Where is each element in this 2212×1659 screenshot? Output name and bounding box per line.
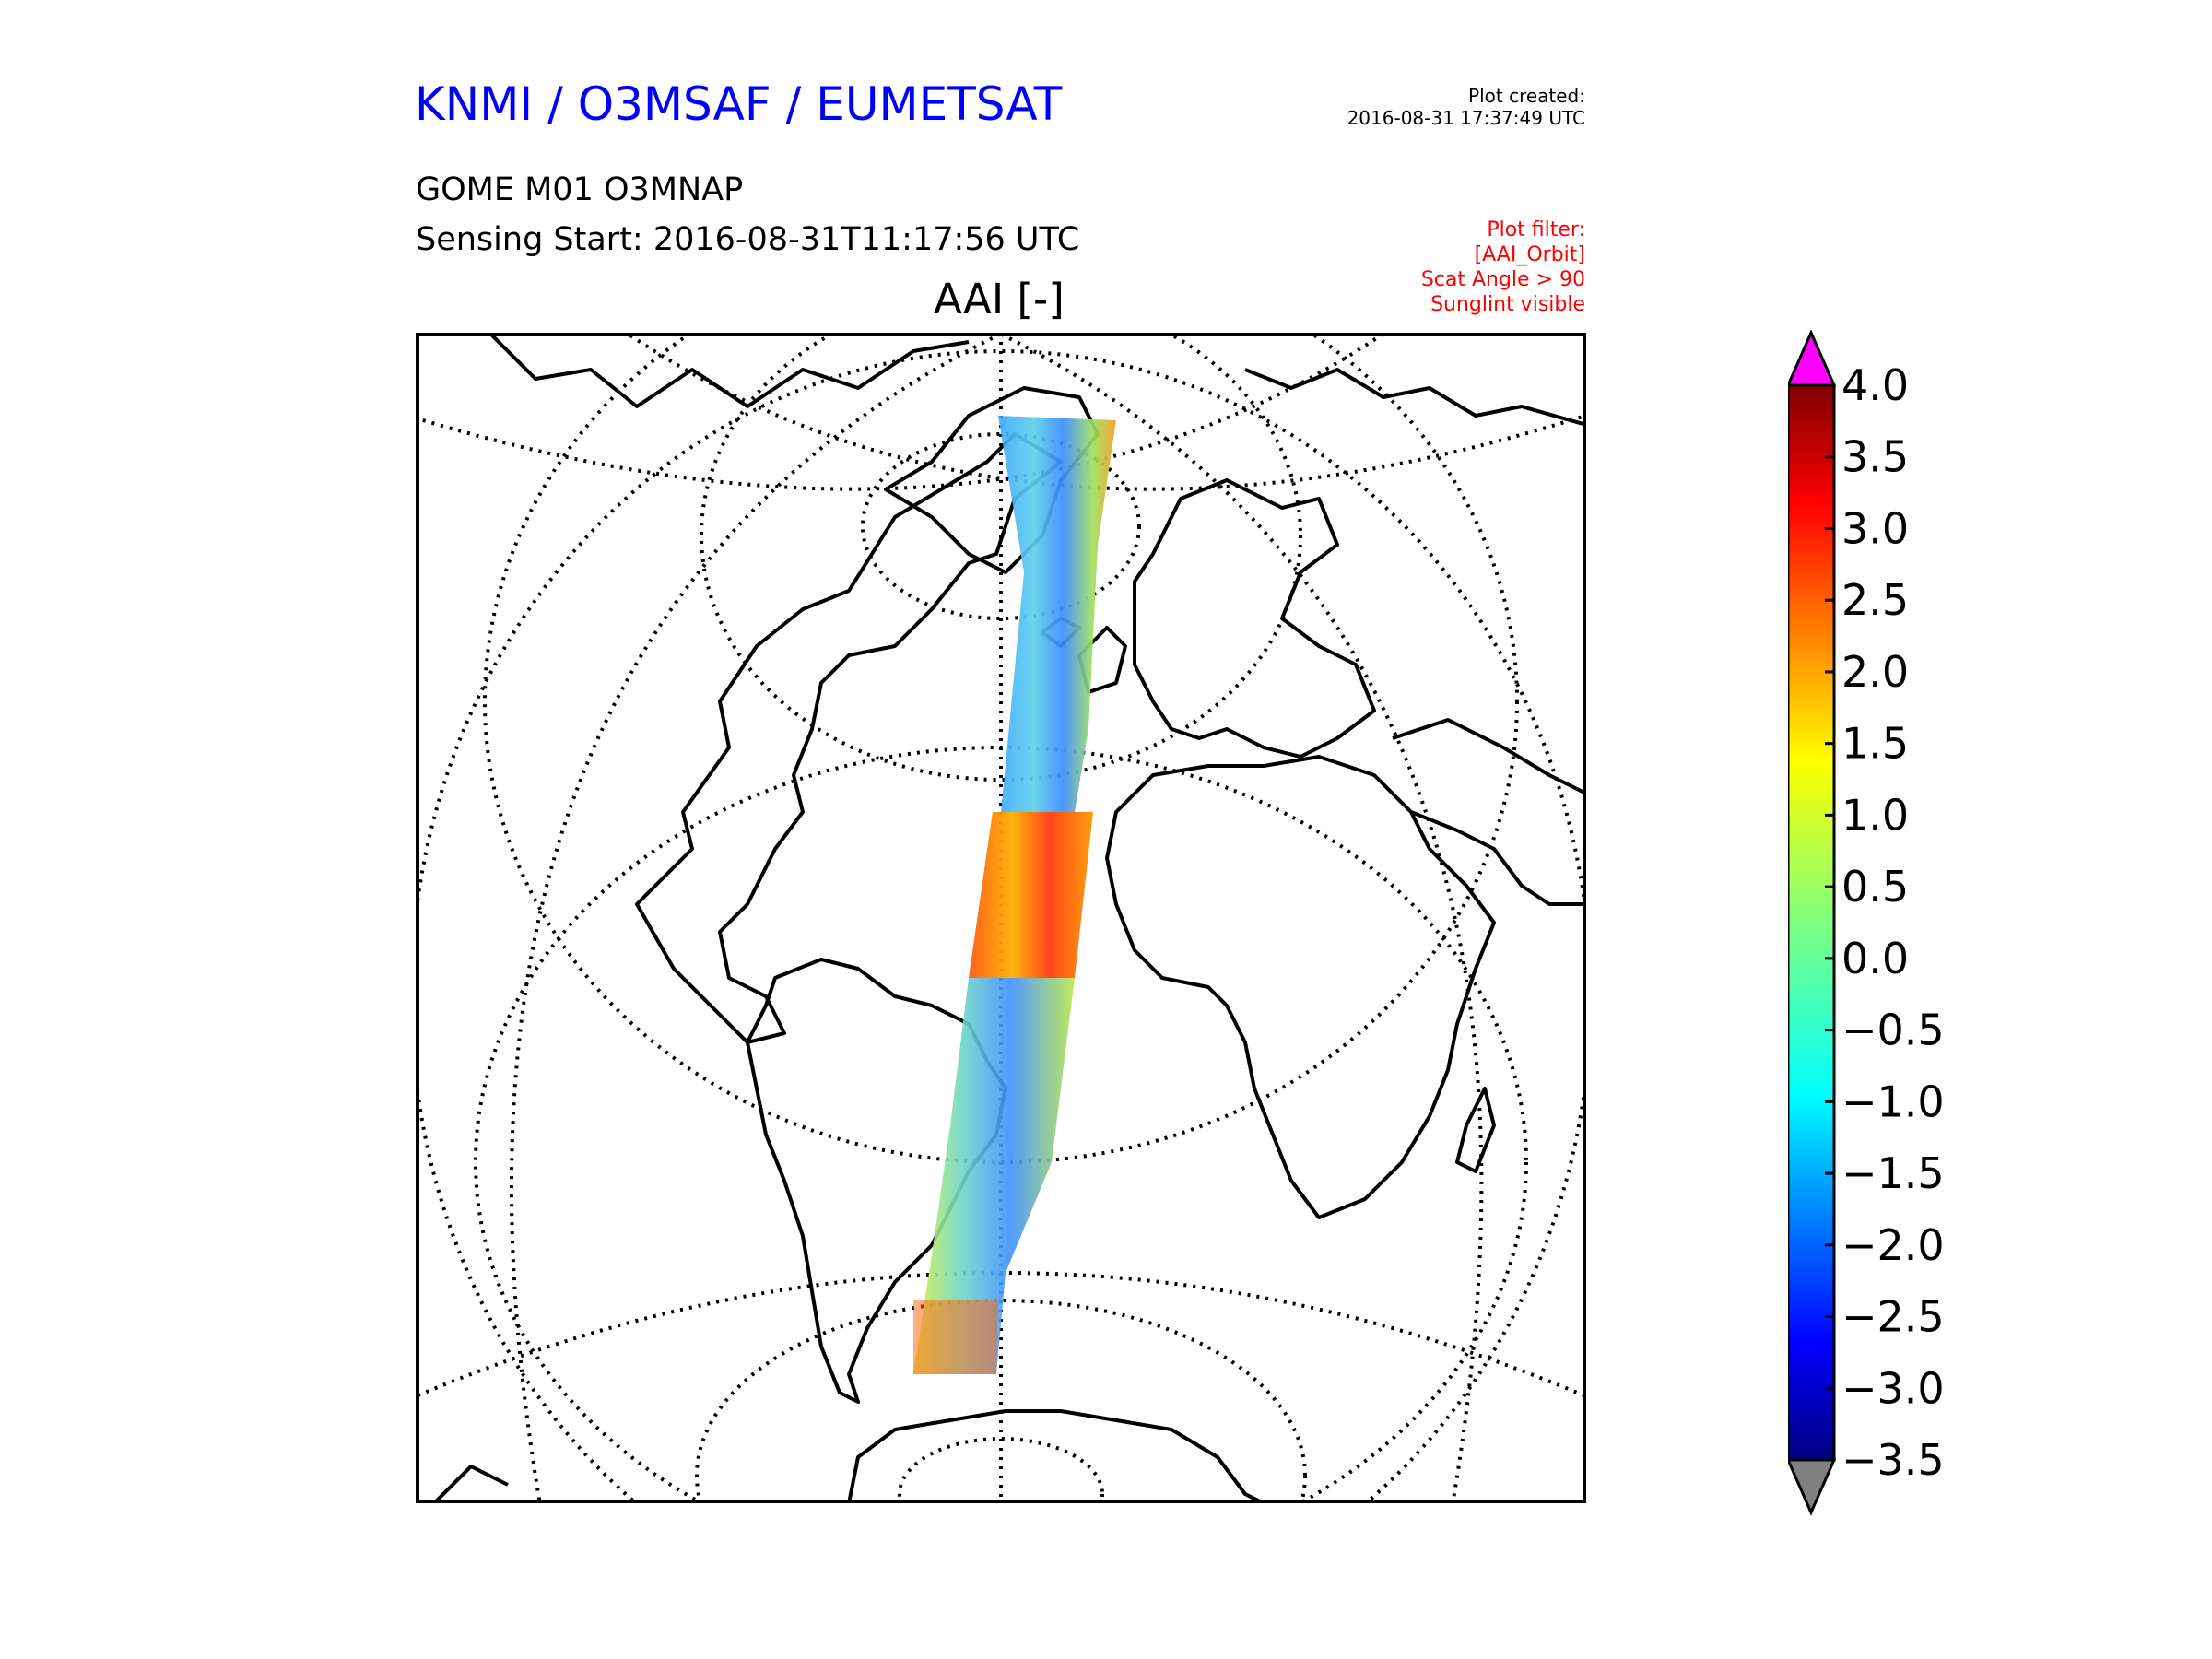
colorbar-tick-label: −2.0 [1841, 1220, 1945, 1270]
colorbar-tick-label: −1.5 [1841, 1148, 1945, 1198]
colorbar-tick-label: −2.5 [1841, 1292, 1945, 1342]
colorbar-over-extension [1788, 329, 1837, 387]
colorbar-tick-label: 2.0 [1841, 647, 1909, 697]
colorbar-tick-label: 4.0 [1841, 360, 1909, 410]
plot-created-label: Plot created: [1468, 85, 1585, 107]
colorbar-tick-label: 1.5 [1841, 719, 1909, 769]
aai-swath [913, 416, 1116, 1374]
sensing-start: Sensing Start: 2016-08-31T11:17:56 UTC [416, 221, 1080, 258]
plot-filter-line: Sunglint visible [1430, 293, 1585, 316]
plot-filter-line: [AAI_Orbit] [1474, 243, 1585, 266]
colorbar-tick-label: 3.5 [1841, 432, 1909, 482]
colorbar-tick-label: −1.0 [1841, 1077, 1945, 1126]
colorbar-tick-label: 2.5 [1841, 575, 1909, 625]
colorbar-tick-label: −0.5 [1841, 1006, 1945, 1055]
colorbar-under-extension [1788, 1458, 1837, 1516]
map-border [416, 333, 1586, 1503]
colorbar-tick-label: 0.0 [1841, 934, 1909, 983]
colorbar-tick-label: 1.0 [1841, 790, 1909, 840]
plot-filter-label: Plot filter: [1487, 218, 1585, 241]
plot-created: Plot created: 2016-08-31 17:37:49 UTC [1347, 85, 1585, 129]
map [416, 333, 1586, 1503]
colorbar: 4.0 3.5 3.0 2.5 2.0 1.5 1.0 0.5 0.0 −0.5 −1.0 −1.5 −… [1788, 329, 1945, 1516]
colorbar-tick-label: −3.0 [1841, 1363, 1945, 1413]
colorbar-tick-label: −3.5 [1841, 1435, 1945, 1485]
product-name: GOME M01 O3MNAP [416, 171, 744, 208]
colorbar-gradient [1788, 383, 1836, 1462]
plot-filter: Plot filter: [AAI_Orbit] Scat Angle > 90… [1421, 218, 1585, 317]
plot-filter-line: Scat Angle > 90 [1420, 268, 1585, 291]
colorbar-tick-label: 0.5 [1841, 862, 1909, 912]
map-title: AAI [-] [934, 275, 1065, 324]
plot-created-time: 2016-08-31 17:37:49 UTC [1347, 107, 1585, 129]
organisation-title: KNMI / O3MSAF / EUMETSAT [415, 77, 1063, 131]
colorbar-tick-label: 3.0 [1841, 503, 1909, 553]
